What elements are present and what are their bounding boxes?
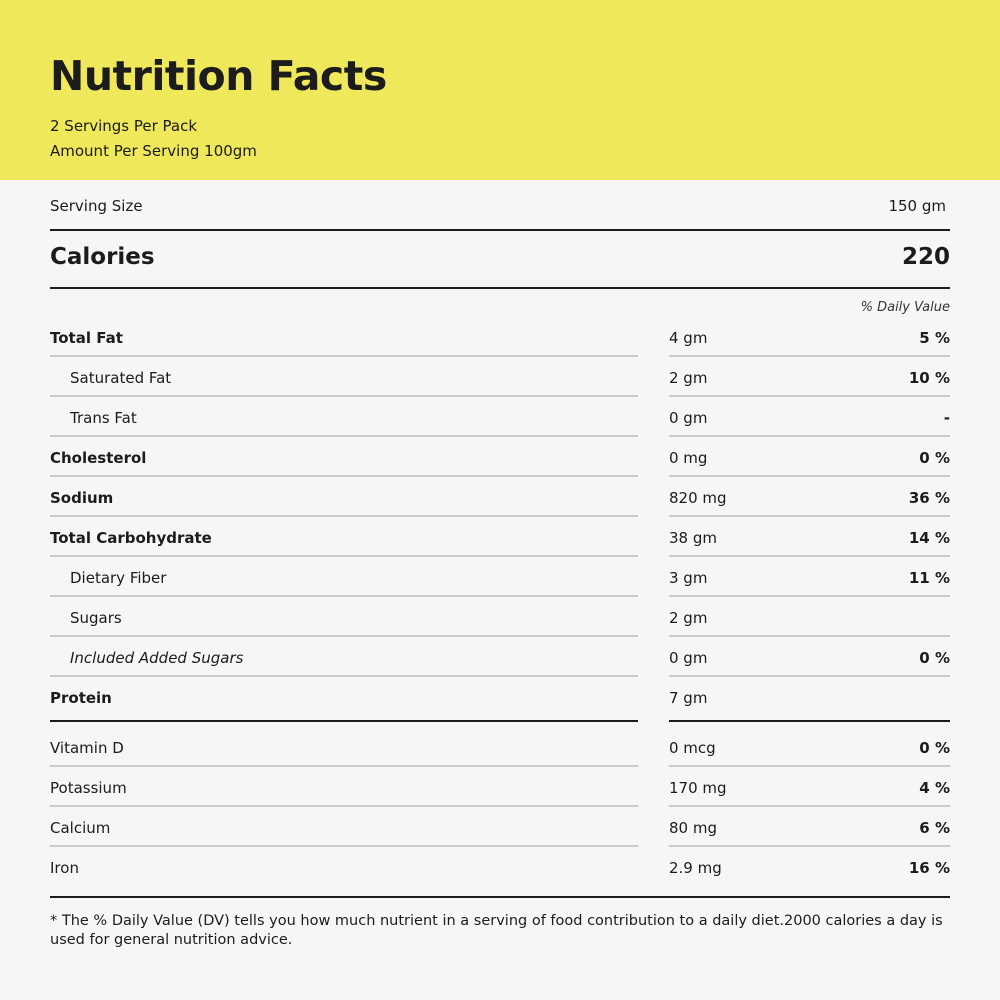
- nutrient-label-added-sugars: Included Added Sugars: [70, 649, 244, 667]
- servings-per-pack: 2 Servings Per Pack: [50, 117, 198, 135]
- nutrient-label-dietary-fiber: Dietary Fiber: [70, 569, 167, 587]
- calories-value: 220: [901, 244, 950, 270]
- nutrient-amount-total-carbohydrate: 38 gm: [669, 529, 717, 547]
- vitamin-dv-calcium: 6 %: [919, 819, 950, 837]
- row-divider: [669, 765, 950, 767]
- row-divider: [50, 475, 638, 477]
- vitamin-amount-vitamin-d: 0 mcg: [669, 739, 716, 757]
- row-divider: [50, 395, 638, 397]
- divider-calories: [50, 287, 950, 289]
- footnote: * The % Daily Value (DV) tells you how m…: [50, 913, 943, 948]
- nutrient-label-saturated-fat: Saturated Fat: [70, 369, 172, 387]
- row-divider: [50, 595, 638, 597]
- divider-footnote: [50, 896, 950, 898]
- nutrient-amount-sugars: 2 gm: [669, 609, 708, 627]
- nutrient-label-sodium: Sodium: [50, 489, 114, 507]
- row-divider: [669, 555, 950, 557]
- calories-label: Calories: [50, 244, 155, 270]
- page-title: Nutrition Facts: [50, 52, 387, 100]
- row-divider: [50, 555, 638, 557]
- nutrient-label-trans-fat: Trans Fat: [70, 409, 137, 427]
- nutrient-amount-trans-fat: 0 gm: [669, 409, 708, 427]
- nutrient-dv-saturated-fat: 10 %: [908, 369, 950, 387]
- row-divider: [669, 435, 950, 437]
- row-divider: [50, 845, 638, 847]
- row-divider: [50, 635, 638, 637]
- nutrient-dv-total-fat: 5 %: [919, 329, 950, 347]
- row-divider: [50, 805, 638, 807]
- row-divider: [669, 355, 950, 357]
- row-divider: [669, 675, 950, 677]
- vitamin-dv-vitamin-d: 0 %: [919, 739, 950, 757]
- vitamin-label-calcium: Calcium: [50, 819, 111, 837]
- nutrient-label-protein: Protein: [50, 689, 112, 707]
- nutrient-label-sugars: Sugars: [70, 609, 122, 627]
- nutrient-dv-total-carbohydrate: 14 %: [908, 529, 950, 547]
- vitamin-label-potassium: Potassium: [50, 779, 127, 797]
- row-divider: [50, 435, 638, 437]
- nutrient-dv-trans-fat: -: [943, 409, 950, 427]
- nutrient-amount-added-sugars: 0 gm: [669, 649, 708, 667]
- nutrient-amount-sodium: 820 mg: [669, 489, 727, 507]
- row-divider: [669, 845, 950, 847]
- row-divider: [50, 765, 638, 767]
- nutrient-dv-sodium: 36 %: [908, 489, 950, 507]
- nutrient-dv-dietary-fiber: 11 %: [908, 569, 950, 587]
- vitamin-amount-iron: 2.9 mg: [669, 859, 722, 877]
- row-divider: [669, 475, 950, 477]
- nutrient-dv-added-sugars: 0 %: [919, 649, 950, 667]
- vitamin-amount-potassium: 170 mg: [669, 779, 727, 797]
- nutrient-label-total-fat: Total Fat: [50, 329, 123, 347]
- row-divider: [50, 355, 638, 357]
- row-divider: [669, 805, 950, 807]
- vitamin-dv-potassium: 4 %: [919, 779, 950, 797]
- serving-size-value: 150 gm: [888, 197, 946, 215]
- nutrient-amount-total-fat: 4 gm: [669, 329, 708, 347]
- vitamin-label-vitamin-d: Vitamin D: [50, 739, 124, 757]
- row-divider: [669, 595, 950, 597]
- divider-serving: [50, 229, 950, 231]
- serving-size-label: Serving Size: [50, 197, 143, 215]
- row-divider: [669, 515, 950, 517]
- nutrient-amount-protein: 7 gm: [669, 689, 708, 707]
- nutrient-label-total-carbohydrate: Total Carbohydrate: [50, 529, 212, 547]
- row-divider: [50, 515, 638, 517]
- nutrient-label-cholesterol: Cholesterol: [50, 449, 147, 467]
- row-divider: [50, 675, 638, 677]
- nutrient-amount-dietary-fiber: 3 gm: [669, 569, 708, 587]
- nutrient-amount-cholesterol: 0 mg: [669, 449, 708, 467]
- section-divider: [669, 720, 950, 722]
- vitamin-label-iron: Iron: [50, 859, 79, 877]
- row-divider: [669, 635, 950, 637]
- header-banner: Nutrition Facts 2 Servings Per Pack Amou…: [0, 0, 1000, 180]
- amount-per-serving: Amount Per Serving 100gm: [50, 142, 257, 160]
- vitamin-dv-iron: 16 %: [908, 859, 950, 877]
- section-divider: [50, 720, 638, 722]
- nutrient-amount-saturated-fat: 2 gm: [669, 369, 708, 387]
- daily-value-header: % Daily Value: [860, 300, 950, 315]
- vitamin-amount-calcium: 80 mg: [669, 819, 717, 837]
- row-divider: [669, 395, 950, 397]
- nutrient-dv-cholesterol: 0 %: [919, 449, 950, 467]
